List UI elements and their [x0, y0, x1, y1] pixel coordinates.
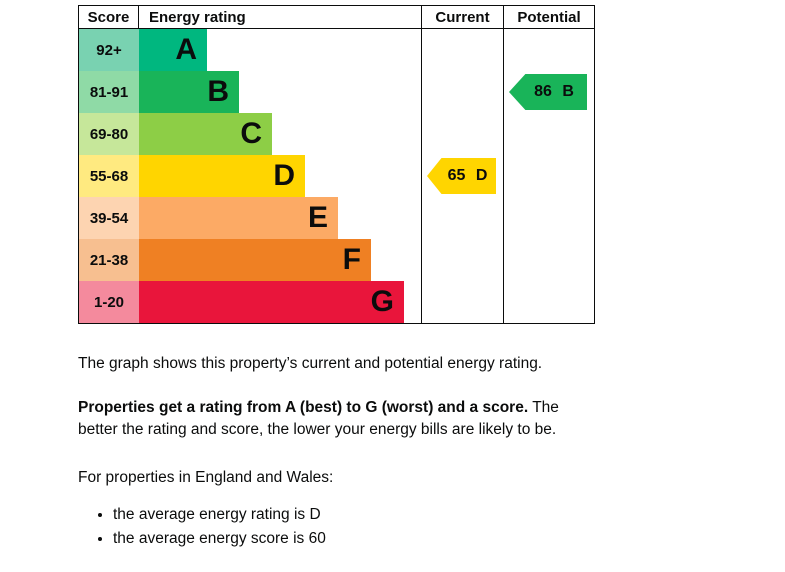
band-row-b: 81-91 B [79, 71, 421, 113]
averages-list: the average energy rating is D the avera… [78, 506, 785, 548]
band-row-c: 69-80 C [79, 113, 421, 155]
header-current: Current [421, 6, 503, 28]
score-range-b: 81-91 [79, 71, 139, 113]
rating-bar-c: C [139, 113, 272, 155]
score-range-e: 39-54 [79, 197, 139, 239]
score-range-d: 55-68 [79, 155, 139, 197]
header-score: Score [79, 6, 139, 28]
list-item-average-score: the average energy score is 60 [113, 530, 785, 548]
rating-bar-b: B [139, 71, 239, 113]
rating-bar-e: E [139, 197, 338, 239]
for-properties-text: For properties in England and Wales: [78, 468, 334, 486]
rating-explanation: Properties get a rating from A (best) to… [78, 397, 593, 442]
graph-caption: The graph shows this property’s current … [78, 355, 543, 372]
epc-page: Score Energy rating Current Potential 92… [0, 0, 785, 548]
rating-bar-d: D [139, 155, 305, 197]
list-item-average-rating: the average energy rating is D [113, 506, 785, 524]
band-row-f: 21-38 F [79, 239, 421, 281]
rating-bands: 92+ A 81-91 B 69-80 C 55-68 D 39-54 E 21-38 F 1-20 G [79, 29, 421, 323]
energy-rating-chart: Score Energy rating Current Potential 92… [78, 5, 595, 324]
rating-explanation-rest: The better the rating and score, the low… [78, 399, 559, 439]
potential-column: 86 B [503, 29, 594, 323]
score-range-f: 21-38 [79, 239, 139, 281]
band-row-e: 39-54 E [79, 197, 421, 239]
score-range-c: 69-80 [79, 113, 139, 155]
current-column: 65 D [421, 29, 503, 323]
score-range-a: 92+ [79, 29, 139, 71]
rating-explanation-bold: Properties get a rating from A (best) to… [78, 399, 529, 416]
header-energy-rating: Energy rating [149, 8, 246, 26]
rating-bar-g: G [139, 281, 404, 323]
band-row-d: 55-68 D [79, 155, 421, 197]
potential-rating-arrow: 86 B [509, 74, 587, 110]
chart-header-row: Score Energy rating Current Potential [79, 6, 594, 29]
rating-bar-a: A [139, 29, 207, 71]
current-rating-arrow: 65 D [427, 158, 496, 194]
score-range-g: 1-20 [79, 281, 139, 323]
chart-body: 92+ A 81-91 B 69-80 C 55-68 D 39-54 E 21-38 F 1-20 G … [79, 29, 594, 323]
rating-bar-f: F [139, 239, 371, 281]
band-row-a: 92+ A [79, 29, 421, 71]
band-row-g: 1-20 G [79, 281, 421, 323]
header-potential: Potential [503, 6, 594, 28]
